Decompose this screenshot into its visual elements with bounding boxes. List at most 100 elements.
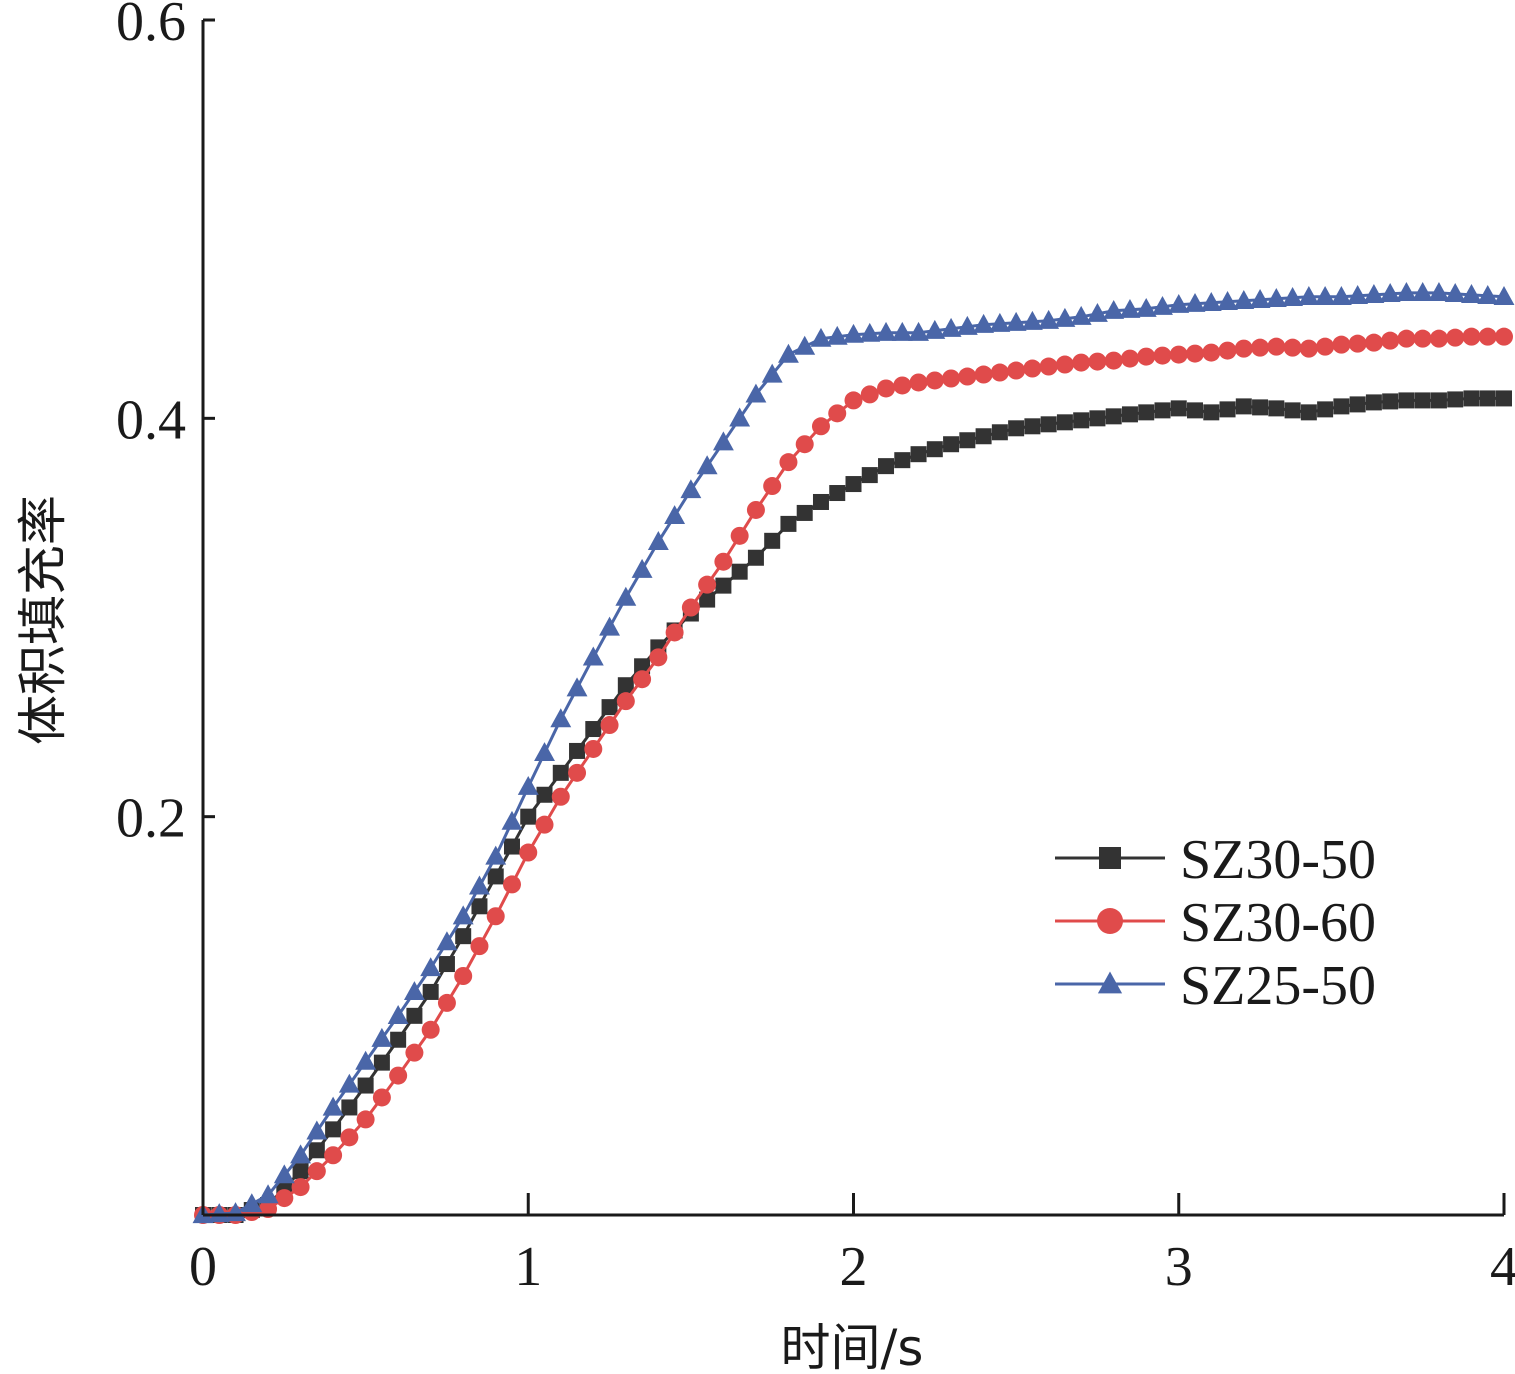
data-point: [845, 476, 862, 493]
data-point: [1317, 401, 1334, 418]
data-point: [1105, 408, 1122, 425]
data-point: [664, 505, 686, 525]
data-point: [860, 385, 879, 404]
data-point: [665, 623, 684, 642]
data-point: [1267, 337, 1286, 356]
data-point: [795, 435, 814, 454]
data-point: [1168, 293, 1190, 313]
data-point: [371, 1027, 393, 1047]
data-point: [989, 312, 1011, 332]
data-point: [828, 404, 847, 423]
data-point: [584, 739, 603, 758]
data-point: [942, 369, 961, 388]
data-point: [390, 1031, 407, 1048]
data-point: [1462, 327, 1481, 346]
data-point: [1463, 390, 1480, 407]
data-point: [649, 648, 668, 667]
data-point: [208, 1203, 230, 1223]
data-point: [585, 721, 602, 738]
data-point: [455, 928, 472, 945]
data-point: [1349, 396, 1366, 413]
data-point: [275, 1189, 294, 1208]
data-point: [616, 692, 635, 711]
data-point: [292, 1163, 309, 1180]
data-point: [486, 907, 505, 926]
legend-label: SZ30-60: [1180, 892, 1376, 954]
data-point: [1300, 404, 1317, 421]
data-point: [420, 957, 442, 977]
data-point: [1428, 282, 1450, 301]
x-axis-label: 时间/s: [781, 1319, 924, 1374]
data-point: [519, 843, 538, 862]
data-point: [1461, 284, 1482, 303]
data-point: [1283, 338, 1302, 357]
data-point: [1217, 290, 1238, 310]
data-point: [631, 558, 653, 578]
data-point: [780, 515, 797, 532]
data-point: [633, 670, 652, 689]
data-point: [1054, 307, 1076, 327]
data-point: [699, 591, 716, 608]
data-point: [1284, 402, 1301, 419]
data-point: [1120, 349, 1139, 368]
legend-marker: [1097, 971, 1123, 994]
data-point: [1007, 361, 1026, 380]
data-point: [1153, 346, 1172, 365]
data-point: [551, 787, 570, 806]
data-point: [436, 931, 458, 951]
data-point: [1235, 398, 1252, 415]
data-point: [615, 586, 637, 606]
plot-area: [192, 282, 1515, 1224]
data-point: [1252, 399, 1269, 416]
data-point: [956, 315, 978, 335]
data-point: [729, 407, 751, 427]
data-point: [1137, 347, 1156, 366]
data-point: [601, 699, 618, 716]
data-point: [1363, 284, 1385, 303]
axes: 0 1 2 3 4 0.2 0.4 0.6: [116, 0, 1515, 1298]
data-point: [438, 956, 455, 973]
data-point: [1479, 390, 1496, 407]
data-point: [322, 1096, 344, 1116]
data-point: [1430, 392, 1447, 409]
data-point: [893, 376, 912, 395]
data-point: [1008, 420, 1025, 437]
data-point: [973, 313, 995, 333]
data-point: [1496, 390, 1512, 407]
data-point: [356, 1110, 375, 1129]
data-point: [1251, 338, 1270, 357]
data-point: [405, 1043, 424, 1062]
data-point: [925, 371, 944, 390]
data-point: [389, 1066, 408, 1085]
data-point: [372, 1088, 391, 1107]
data-point: [454, 967, 473, 985]
data-point: [811, 417, 830, 436]
data-point: [1316, 337, 1335, 356]
data-point: [406, 1007, 423, 1024]
legend-item: SZ30-50: [1055, 829, 1376, 891]
data-point: [1379, 283, 1401, 302]
data-point: [502, 875, 521, 894]
data-point: [566, 677, 588, 697]
data-point: [1398, 392, 1415, 409]
data-point: [634, 658, 651, 675]
data-point: [926, 441, 943, 458]
data-point: [681, 598, 700, 617]
data-point: [536, 786, 553, 803]
data-point: [959, 432, 976, 449]
data-point: [241, 1193, 263, 1213]
data-point: [1446, 328, 1465, 347]
data-point: [552, 764, 569, 781]
x-tick-label: 3: [1165, 1236, 1193, 1298]
data-point: [1347, 285, 1369, 304]
data-point: [471, 898, 488, 915]
data-point: [355, 1050, 377, 1070]
x-tick-label: 1: [514, 1236, 542, 1298]
data-point: [357, 1077, 374, 1094]
data-point: [1169, 345, 1188, 364]
data-point: [1429, 329, 1448, 348]
series-markers: [194, 327, 1513, 1224]
data-point: [875, 321, 897, 341]
data-point: [1104, 351, 1123, 370]
data-point: [877, 379, 896, 398]
